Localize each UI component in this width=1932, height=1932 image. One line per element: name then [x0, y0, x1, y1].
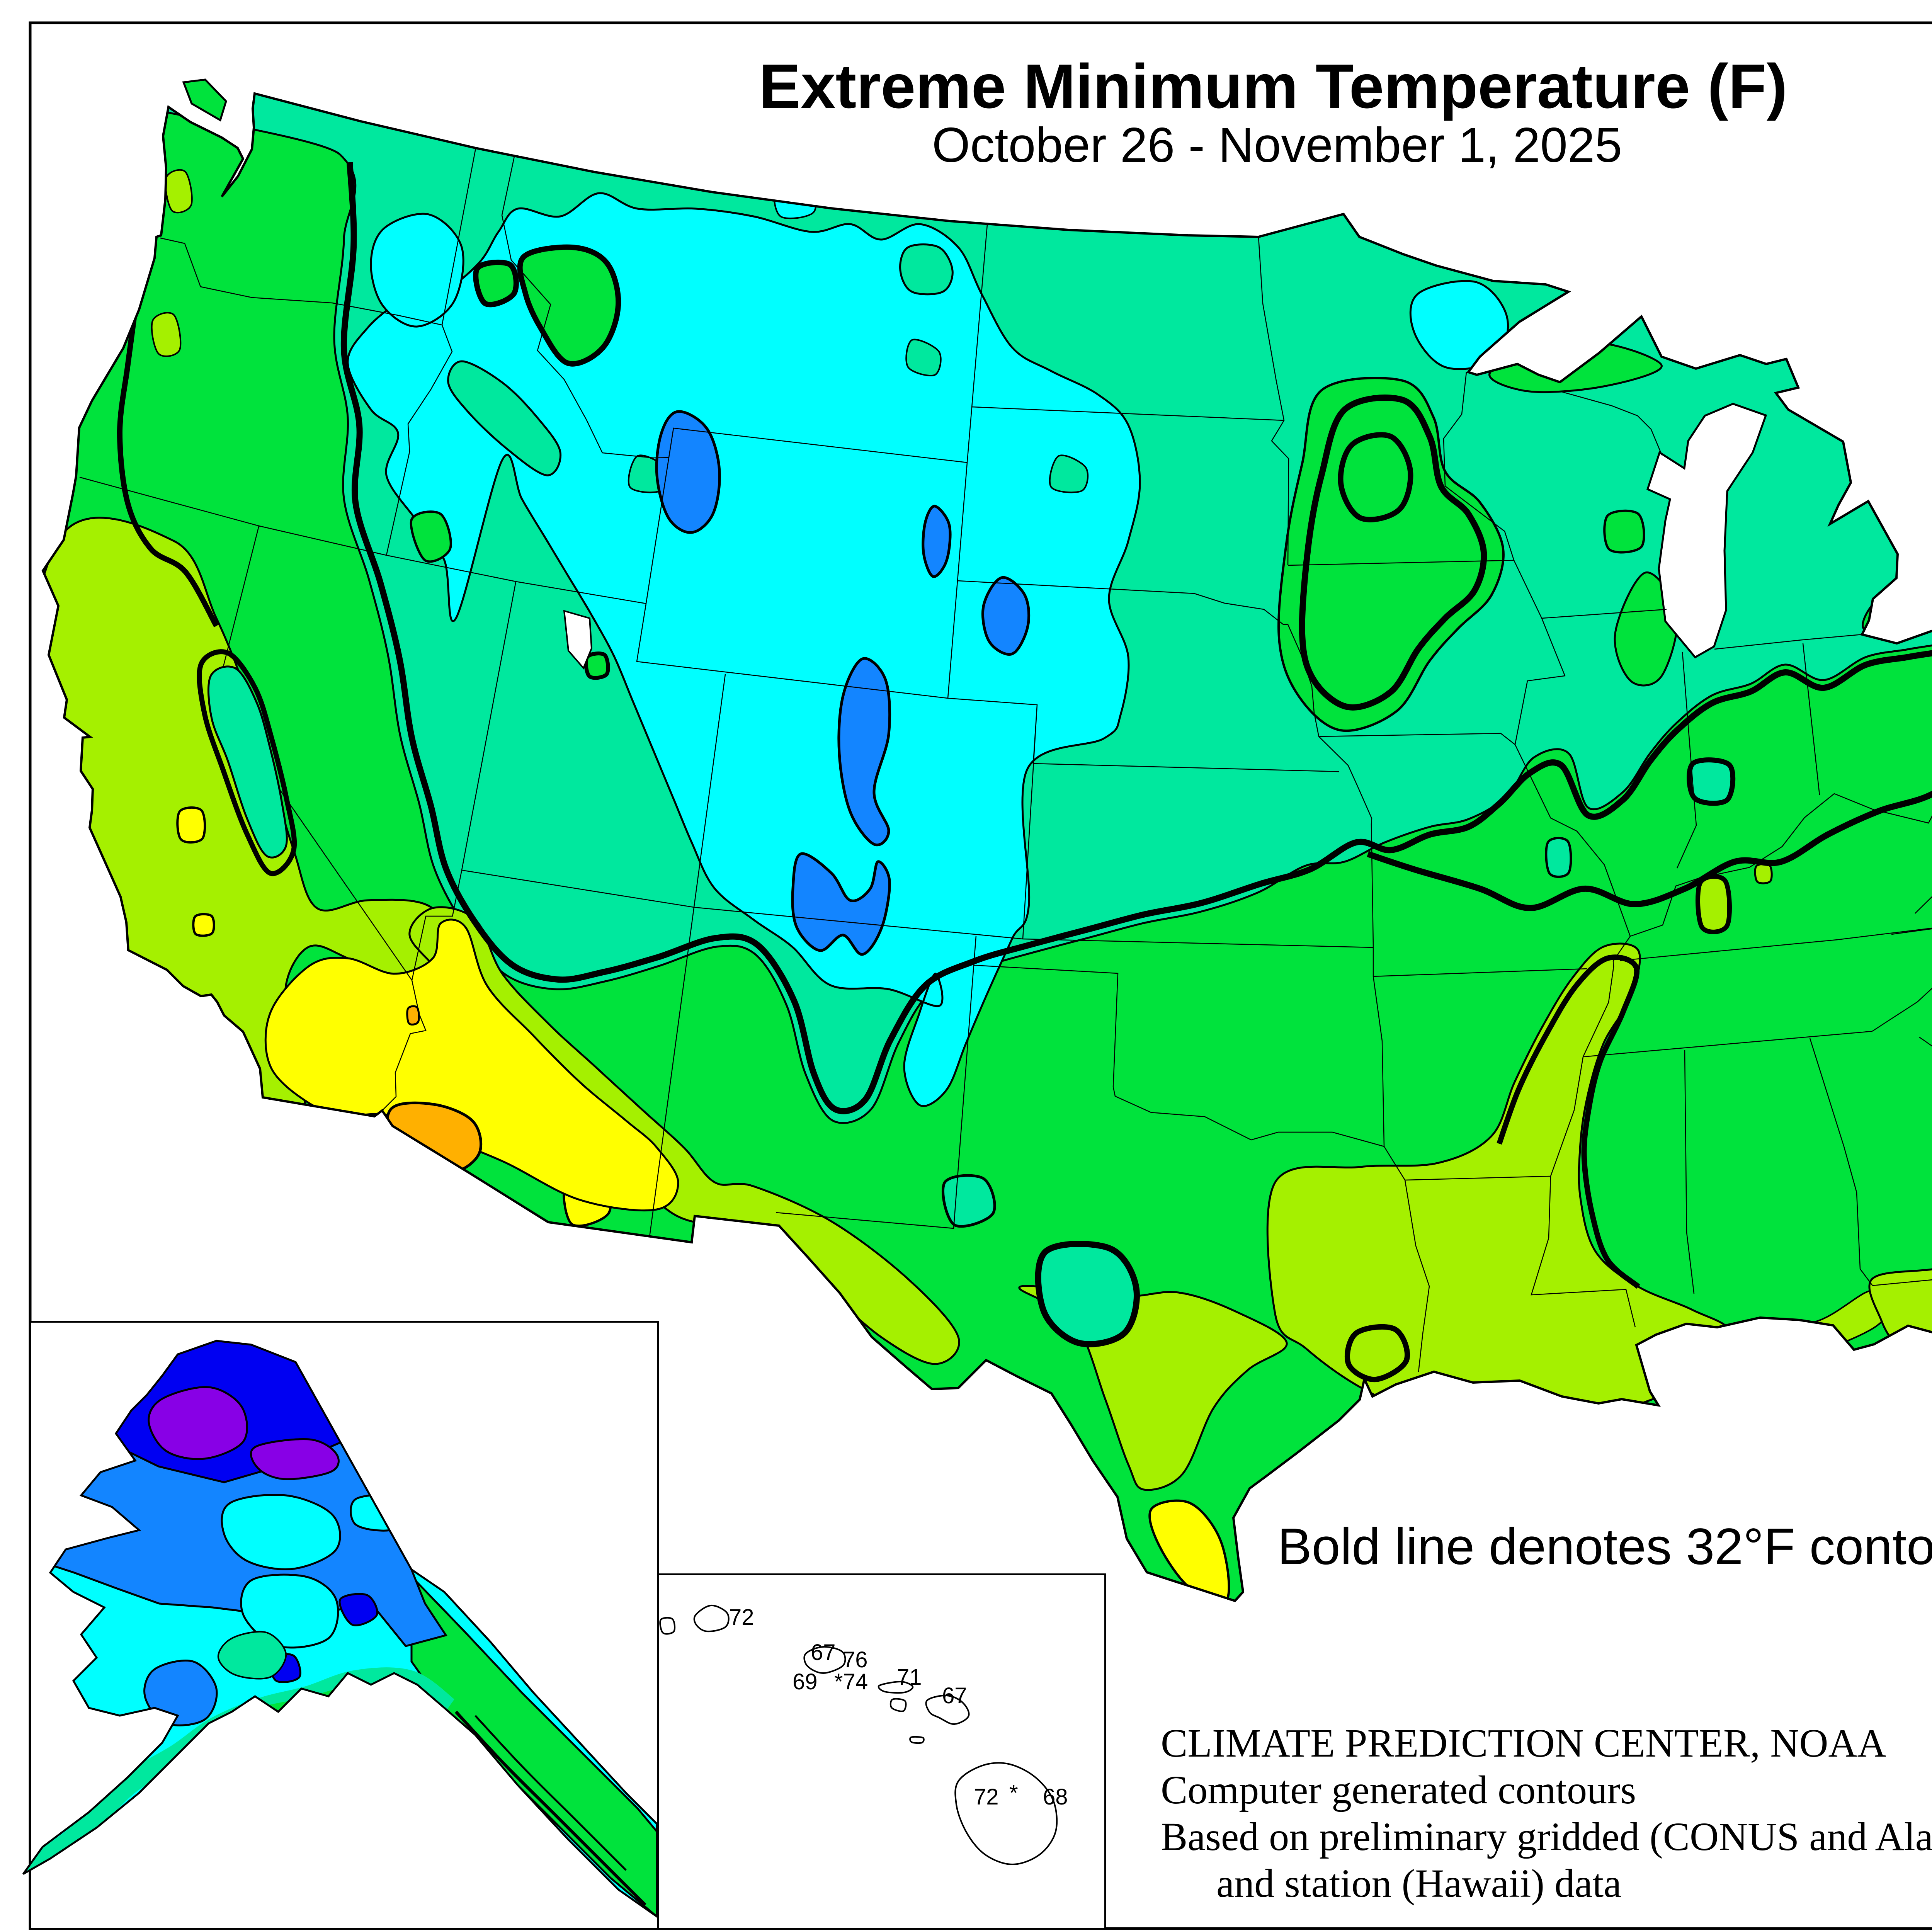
svg-text:*74: *74	[834, 1669, 868, 1694]
svg-text:72: 72	[729, 1605, 754, 1630]
svg-text:Bold line denotes 32°F contour: Bold line denotes 32°F contour	[1277, 1518, 1932, 1575]
svg-text:Extreme Minimum Temperature (F: Extreme Minimum Temperature (F)	[759, 51, 1787, 121]
svg-text:CLIMATE PREDICTION CENTER, NOA: CLIMATE PREDICTION CENTER, NOAA	[1161, 1721, 1886, 1765]
svg-text:*: *	[1009, 1781, 1018, 1806]
svg-text:67: 67	[942, 1683, 967, 1708]
svg-text:and station (Hawaii) data: and station (Hawaii) data	[1216, 1861, 1621, 1906]
svg-text:72: 72	[974, 1784, 999, 1810]
svg-text:68: 68	[1043, 1784, 1068, 1810]
svg-text:67: 67	[811, 1640, 836, 1665]
svg-text:October 26 - November 1, 2025: October 26 - November 1, 2025	[932, 117, 1622, 172]
svg-text:Based on preliminary gridded (: Based on preliminary gridded (CONUS and …	[1161, 1815, 1932, 1859]
svg-text:69: 69	[793, 1669, 818, 1694]
svg-text:Computer generated contours: Computer generated contours	[1161, 1768, 1636, 1812]
svg-text:76: 76	[843, 1647, 868, 1672]
svg-text:71: 71	[897, 1665, 922, 1690]
